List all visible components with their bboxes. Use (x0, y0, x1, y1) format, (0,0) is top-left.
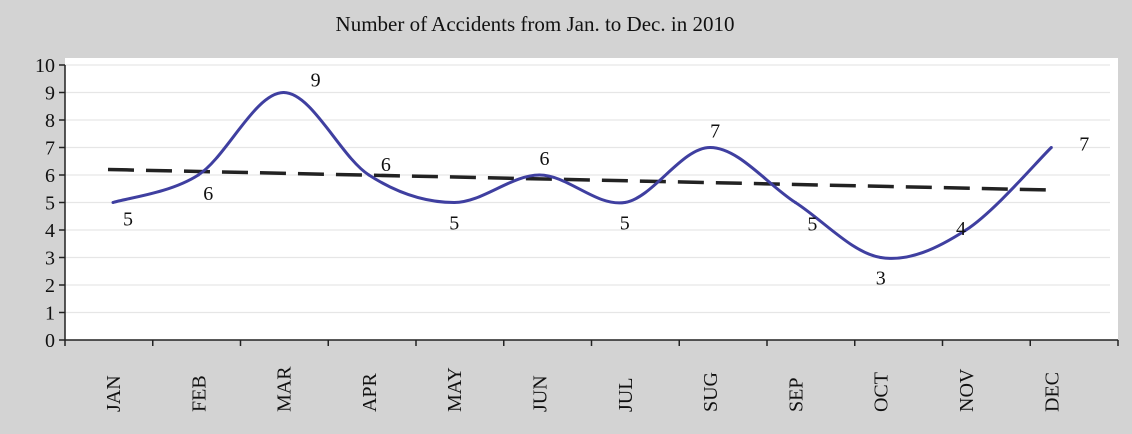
y-tick-label: 1 (45, 303, 55, 325)
data-label: 7 (1079, 134, 1089, 156)
data-label: 4 (956, 218, 966, 240)
x-tick-label: APR (359, 372, 381, 412)
x-tick-label: FEB (188, 375, 210, 412)
data-label: 6 (203, 183, 213, 205)
data-point (794, 201, 797, 204)
y-tick-label: 3 (45, 248, 55, 270)
y-tick-label: 4 (45, 220, 55, 242)
data-point (112, 201, 115, 204)
data-point (197, 174, 200, 177)
data-point (538, 174, 541, 177)
x-tick-label: JAN (103, 375, 125, 412)
data-point (1050, 146, 1053, 149)
data-label: 5 (449, 213, 459, 235)
x-tick-label: NOV (956, 368, 978, 412)
data-label: 6 (381, 154, 391, 176)
data-label: 5 (123, 209, 133, 231)
x-tick-label: OCT (871, 372, 893, 412)
data-point (879, 256, 882, 259)
x-tick-label: MAR (274, 366, 296, 412)
x-tick-label: JUN (530, 375, 552, 412)
data-point (453, 201, 456, 204)
y-tick-label: 2 (45, 275, 55, 297)
y-tick-label: 5 (45, 193, 55, 215)
y-tick-label: 8 (45, 110, 55, 132)
y-tick-label: 7 (45, 138, 55, 160)
x-tick-label: SUG (700, 372, 722, 412)
data-point (282, 91, 285, 94)
x-tick-label: SEP (785, 378, 807, 412)
y-tick-label: 0 (45, 330, 55, 352)
x-tick-label: MAY (444, 367, 466, 412)
data-point (709, 146, 712, 149)
plot-area (65, 58, 1118, 340)
data-label: 5 (807, 214, 817, 236)
y-tick-label: 6 (45, 165, 55, 187)
data-point (367, 174, 370, 177)
data-label: 3 (876, 268, 886, 290)
data-label: 5 (620, 213, 630, 235)
y-tick-label: 9 (45, 83, 55, 105)
data-point (623, 201, 626, 204)
x-tick-label: DEC (1041, 372, 1063, 412)
x-tick-label: JUL (615, 378, 637, 412)
y-tick-label: 10 (35, 55, 55, 77)
data-label: 7 (710, 121, 720, 143)
data-label: 6 (540, 148, 550, 170)
data-label: 9 (311, 70, 321, 92)
